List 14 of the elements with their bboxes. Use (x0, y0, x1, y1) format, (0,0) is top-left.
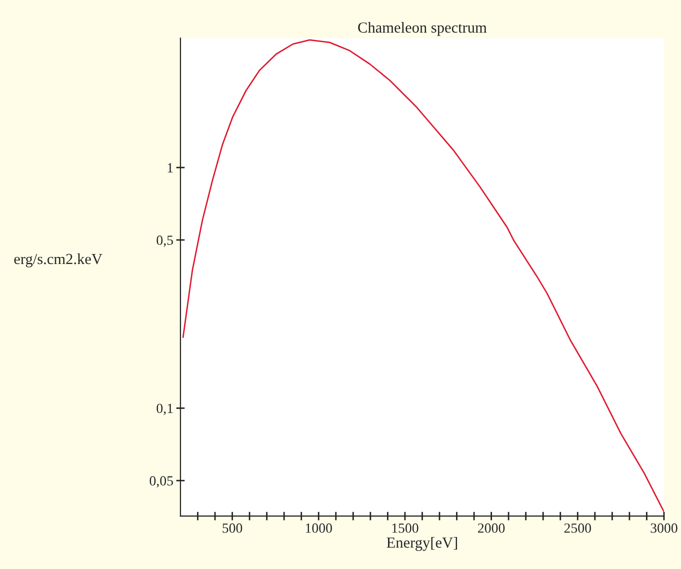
x-tick-label: 3000 (650, 523, 678, 533)
x-tick-label: 500 (222, 523, 242, 533)
x-tick-label: 2000 (478, 523, 505, 533)
x-tick-label: 1000 (306, 523, 332, 533)
x-tick-label: 2500 (564, 523, 591, 533)
y-tick-label: 0,5 (156, 236, 173, 247)
line-series (182, 39, 664, 512)
y-tick-label: 0,05 (150, 476, 173, 488)
y-axis-title: erg/s.cm2.keV (14, 253, 102, 268)
chart-title: Chameleon spectrum (358, 22, 487, 36)
y-tick-label: 1 (168, 163, 173, 172)
x-tick-label: 1500 (392, 523, 418, 533)
y-tick-label: 0,1 (156, 404, 173, 416)
x-axis-title: Energy[eV] (386, 537, 458, 551)
